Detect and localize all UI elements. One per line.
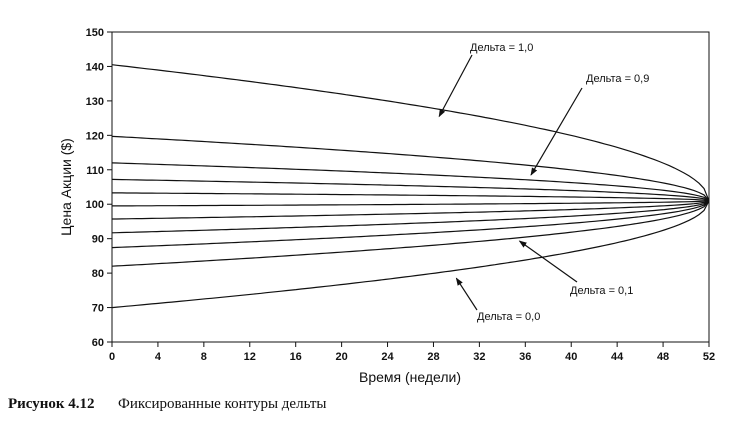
x-tick-label: 44 xyxy=(611,351,624,363)
y-tick-label: 130 xyxy=(86,96,104,108)
x-axis-title: Время (недели) xyxy=(359,369,461,385)
annotation-label: Дельта = 0,0 xyxy=(477,311,540,323)
annotations-layer: Дельта = 1,0 Дельта = 0,9 Дельта = 0,1 Дель… xyxy=(438,42,649,323)
x-tick-label: 24 xyxy=(381,351,394,363)
x-tick-label: 28 xyxy=(427,351,439,363)
annotation-arrow xyxy=(518,240,578,283)
y-tick-label: 100 xyxy=(86,199,104,211)
y-axis-title: Цена Акции ($) xyxy=(58,138,74,236)
delta-contour-line xyxy=(111,135,710,202)
figure-number: Рисунок 4.12 xyxy=(8,396,95,412)
annotation-arrow xyxy=(438,54,473,118)
figure-caption: Рисунок 4.12 Фиксированные контуры дельты xyxy=(8,396,326,413)
x-tick-label: 0 xyxy=(109,351,115,363)
x-tick-label: 4 xyxy=(155,351,162,363)
y-tick-label: 140 xyxy=(86,61,104,73)
y-tick-label: 60 xyxy=(92,337,104,349)
x-tick-label: 20 xyxy=(335,351,347,363)
y-tick-label: 80 xyxy=(92,268,104,280)
chart: 0 4 8 12 16 20 24 28 32 36 40 44 48 52 60708090100110… xyxy=(58,27,715,385)
x-tick-label: 40 xyxy=(565,351,577,363)
x-tick-label: 36 xyxy=(519,351,531,363)
figure-caption-text: Фиксированные контуры дельты xyxy=(118,396,327,412)
x-tick-label: 48 xyxy=(657,351,669,363)
y-tick-label: 120 xyxy=(86,130,104,142)
series-layer xyxy=(111,64,710,309)
annotation-arrow xyxy=(530,87,583,176)
delta-contour-line xyxy=(112,200,710,220)
x-tick-label: 12 xyxy=(244,351,256,363)
delta-contour-line xyxy=(112,200,710,207)
y-axis: 60 70 80 90 100 110 120 130 140 150 xyxy=(86,27,112,349)
delta-contour-line xyxy=(111,178,710,202)
delta-contour-line xyxy=(111,64,710,202)
y-tick-label: 70 xyxy=(92,303,104,315)
x-tick-label: 32 xyxy=(473,351,485,363)
delta-contour-line xyxy=(111,200,710,309)
x-tick-label: 52 xyxy=(703,351,715,363)
y-tick-label: 110 xyxy=(86,165,104,177)
delta-contour-line xyxy=(111,200,710,249)
annotation-label: Дельта = 0,1 xyxy=(570,285,633,297)
plot-area-border xyxy=(111,31,710,343)
annotation-label: Дельта = 0,9 xyxy=(586,73,649,85)
annotation-arrow xyxy=(455,277,478,311)
delta-contour-line xyxy=(111,200,710,234)
x-axis: 0 4 8 12 16 20 24 28 32 36 40 44 48 52 xyxy=(109,342,715,363)
delta-contour-line xyxy=(111,200,710,267)
delta-contour-line xyxy=(111,162,710,202)
x-tick-label: 8 xyxy=(201,351,207,363)
y-tick-label: 90 xyxy=(92,234,104,246)
y-tick-label: 150 xyxy=(86,27,104,39)
x-tick-label: 16 xyxy=(290,351,302,363)
annotation-label: Дельта = 1,0 xyxy=(470,42,533,54)
delta-contour-line xyxy=(112,192,710,202)
